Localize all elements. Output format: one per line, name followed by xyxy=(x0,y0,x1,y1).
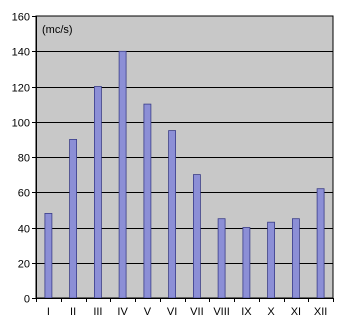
axes xyxy=(32,16,334,302)
bar-XII xyxy=(316,188,325,299)
bar-VII xyxy=(192,174,201,299)
bar-I xyxy=(44,212,53,299)
bar-VI xyxy=(168,130,177,299)
gridlines xyxy=(36,51,333,264)
x-tick-label-XI: XI xyxy=(291,306,301,318)
y-tick-label-20: 20 xyxy=(18,259,30,271)
y-tick-label-80: 80 xyxy=(18,153,30,165)
y-tick-label-120: 120 xyxy=(12,83,30,95)
x-tick-label-I: I xyxy=(47,306,50,318)
x-tick-label-X: X xyxy=(267,306,275,318)
bar-V xyxy=(143,103,152,299)
x-tick-label-IX: IX xyxy=(241,306,252,318)
bar-X xyxy=(267,221,276,299)
x-tick-label-XII: XII xyxy=(314,306,327,318)
bar-IX xyxy=(242,227,251,299)
x-tick-label-VII: VII xyxy=(190,306,203,318)
bar-XI xyxy=(291,218,300,299)
x-tick-label-VIII: VIII xyxy=(213,306,230,318)
bar-II xyxy=(69,138,77,299)
bar-III xyxy=(94,86,102,299)
y-tick-label-60: 60 xyxy=(18,188,30,200)
x-tick-label-III: III xyxy=(93,306,102,318)
x-tick-label-VI: VI xyxy=(167,306,177,318)
y-tick-label-140: 140 xyxy=(12,47,30,59)
y-tick-label-40: 40 xyxy=(18,224,30,236)
y-tick-label-100: 100 xyxy=(12,118,30,130)
x-tick-label-IV: IV xyxy=(117,306,128,318)
bar-VIII xyxy=(217,218,226,299)
y-tick-label-0: 0 xyxy=(24,294,30,306)
bar-IV xyxy=(118,50,127,299)
y-tick-label-160: 160 xyxy=(12,12,30,24)
x-tick-label-II: II xyxy=(70,306,76,318)
unit-label: (mc/s) xyxy=(42,24,73,36)
x-tick-label-V: V xyxy=(144,306,152,318)
